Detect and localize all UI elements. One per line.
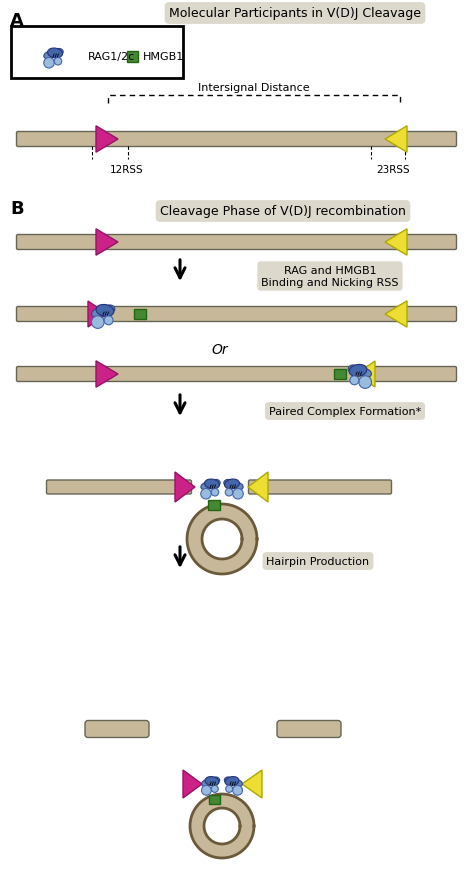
Text: Hairpin Production: Hairpin Production (266, 557, 370, 566)
Text: HMGB1: HMGB1 (143, 52, 184, 62)
Ellipse shape (106, 306, 115, 313)
Text: RAG and HMGB1
Binding and Nicking RSS: RAG and HMGB1 Binding and Nicking RSS (261, 266, 399, 287)
Bar (208, 500, 220, 510)
Ellipse shape (225, 777, 239, 786)
Circle shape (233, 489, 243, 500)
Ellipse shape (56, 49, 63, 55)
FancyBboxPatch shape (17, 133, 456, 148)
Circle shape (44, 59, 54, 68)
FancyBboxPatch shape (11, 27, 183, 79)
Circle shape (201, 786, 211, 795)
Bar (127, 52, 137, 62)
Circle shape (211, 786, 219, 793)
Circle shape (91, 316, 104, 329)
Polygon shape (96, 362, 118, 388)
FancyBboxPatch shape (17, 367, 456, 382)
Ellipse shape (205, 777, 219, 786)
Polygon shape (385, 126, 407, 153)
Ellipse shape (201, 781, 210, 787)
Polygon shape (202, 520, 242, 559)
Ellipse shape (96, 305, 114, 317)
Ellipse shape (224, 777, 231, 783)
Polygon shape (385, 229, 407, 255)
Ellipse shape (44, 53, 53, 60)
Ellipse shape (348, 365, 357, 373)
Polygon shape (385, 301, 407, 327)
Polygon shape (175, 472, 195, 502)
Ellipse shape (205, 479, 219, 489)
Ellipse shape (224, 480, 231, 486)
Text: Or: Or (212, 342, 228, 356)
Circle shape (104, 316, 113, 326)
Text: Cleavage Phase of V(D)J recombination: Cleavage Phase of V(D)J recombination (160, 205, 406, 219)
Bar (334, 370, 346, 379)
Polygon shape (356, 362, 375, 387)
FancyBboxPatch shape (85, 721, 149, 738)
FancyBboxPatch shape (248, 480, 392, 494)
Ellipse shape (91, 310, 102, 318)
Polygon shape (190, 794, 254, 858)
Circle shape (211, 489, 219, 496)
Text: Paired Complex Formation*: Paired Complex Formation* (269, 407, 421, 416)
FancyBboxPatch shape (17, 307, 456, 322)
Ellipse shape (234, 781, 242, 787)
Text: A: A (10, 12, 24, 30)
Circle shape (359, 377, 372, 389)
Text: B: B (10, 200, 24, 218)
FancyBboxPatch shape (277, 721, 341, 738)
Polygon shape (88, 302, 107, 327)
Polygon shape (183, 770, 202, 798)
Circle shape (233, 786, 243, 795)
FancyBboxPatch shape (17, 235, 456, 250)
Bar (209, 795, 219, 804)
Text: RAG1/2c: RAG1/2c (88, 52, 135, 62)
Ellipse shape (213, 480, 220, 486)
Ellipse shape (213, 777, 219, 783)
Circle shape (226, 786, 233, 793)
Ellipse shape (234, 483, 243, 490)
Text: 12RSS: 12RSS (110, 165, 144, 175)
Ellipse shape (201, 483, 210, 490)
Polygon shape (96, 126, 118, 153)
Circle shape (201, 489, 211, 500)
Bar (134, 310, 146, 320)
Ellipse shape (47, 49, 63, 59)
Ellipse shape (225, 479, 239, 489)
Text: 23RSS: 23RSS (376, 165, 410, 175)
Polygon shape (96, 229, 118, 255)
Text: Intersignal Distance: Intersignal Distance (198, 83, 310, 93)
FancyBboxPatch shape (46, 480, 191, 494)
Polygon shape (242, 770, 262, 798)
Polygon shape (204, 808, 240, 844)
Ellipse shape (349, 365, 367, 377)
Polygon shape (187, 505, 257, 574)
Ellipse shape (361, 370, 371, 378)
Text: Molecular Participants in V(D)J Cleavage: Molecular Participants in V(D)J Cleavage (169, 8, 421, 20)
Circle shape (350, 377, 359, 385)
Circle shape (54, 59, 62, 66)
Circle shape (225, 489, 233, 496)
Polygon shape (248, 472, 268, 502)
